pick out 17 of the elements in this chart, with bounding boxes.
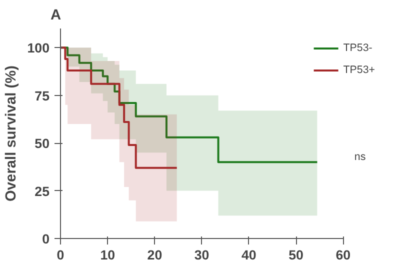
x-tick-label: 40	[241, 248, 256, 262]
x-tick-label: 20	[147, 248, 162, 262]
x-tick-label: 30	[194, 248, 210, 262]
x-tick-label: 10	[100, 248, 116, 262]
x-tick-label: 60	[336, 248, 351, 262]
y-axis-title: Overall survival (%)	[3, 65, 20, 202]
y-tick-label: 0	[42, 232, 50, 246]
y-tick-label: 25	[34, 184, 50, 199]
y-tick-label: 50	[34, 136, 50, 152]
legend-label: TP53+	[343, 64, 375, 76]
text: ns	[354, 150, 366, 163]
chart-title: A	[50, 8, 62, 24]
y-tick-label: 75	[34, 88, 50, 104]
x-tick-label: 50	[288, 248, 304, 262]
y-tick-label: 100	[27, 40, 50, 56]
legend-label: TP53-	[343, 42, 372, 54]
x-tick-label: 0	[56, 248, 64, 262]
